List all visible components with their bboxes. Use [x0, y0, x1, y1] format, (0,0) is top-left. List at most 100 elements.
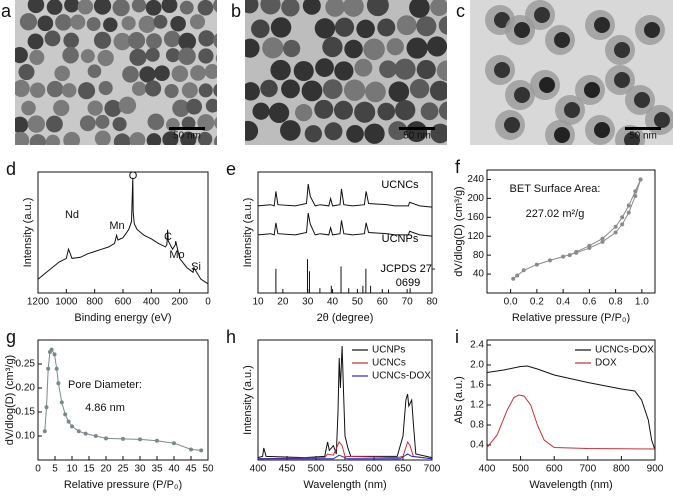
series-label-box: JCPDS 27-0699 [380, 263, 436, 289]
x-tick-label: 0.0 [504, 297, 518, 308]
particle [322, 79, 343, 99]
particle [356, 19, 375, 39]
x-tick-label: 40 [327, 297, 339, 308]
core [634, 92, 650, 108]
particle [104, 99, 122, 117]
marker [521, 268, 526, 273]
particle [302, 0, 321, 15]
series-line [486, 365, 656, 451]
particle [15, 46, 28, 64]
marker [574, 249, 579, 254]
particle [364, 123, 385, 144]
particle [213, 0, 217, 13]
core [514, 87, 530, 103]
series-line [257, 213, 433, 237]
particle [164, 83, 179, 99]
x-axis-label: Binding energy (eV) [74, 312, 171, 324]
x-tick-label: 70 [402, 297, 414, 308]
particle [334, 61, 354, 81]
marker [567, 253, 572, 258]
marker [44, 405, 49, 410]
particle [366, 0, 389, 17]
x-tick-label: 20 [100, 464, 112, 475]
particle [79, 115, 96, 132]
particle [354, 101, 376, 123]
marker [548, 258, 552, 263]
particle [343, 79, 366, 101]
series-label: JCPDS 27-0699 [380, 263, 436, 289]
x-tick-label: 500 [308, 464, 325, 475]
particle [260, 0, 281, 15]
marker [600, 236, 605, 241]
series-line [44, 348, 202, 451]
particle [222, 67, 239, 84]
particle [87, 64, 102, 79]
particle [214, 116, 217, 129]
x-tick-label: 400 [479, 464, 496, 475]
particles [15, 0, 239, 145]
y-axis-label: Abs (a.u.) [453, 376, 465, 424]
particle [97, 49, 114, 67]
particle [112, 0, 130, 17]
particle [334, 17, 355, 37]
annotation: Si [191, 261, 201, 273]
particle [70, 14, 86, 30]
panel-label: g [6, 327, 16, 347]
particle [93, 0, 112, 15]
x-tick-label: 800 [86, 297, 103, 308]
chart: i 400 500 600 700 800 900 0.4 0.8 1.2 1.6 2.0 2.4 Wav… [453, 327, 664, 491]
particle [315, 58, 334, 77]
particle [436, 60, 447, 81]
particle [354, 58, 373, 77]
particle [129, 132, 146, 145]
series-line [257, 440, 433, 460]
y-tick-label: 2.4 [470, 340, 484, 351]
y-tick-label: 80 [473, 250, 485, 261]
y-tick-label: 1.2 [470, 400, 484, 411]
x-tick-label: 50 [352, 297, 364, 308]
particle [29, 82, 46, 98]
legend-label: UCNCs [372, 358, 406, 369]
particle [198, 48, 214, 64]
core [654, 112, 670, 128]
core [614, 42, 630, 58]
core [554, 127, 570, 143]
x-tick-label: 0.2 [530, 297, 544, 308]
chart: f 0.0 0.2 0.4 0.6 0.8 1.0 40 80 120 160 200 240 Relat… [453, 157, 656, 324]
panel-label: e [226, 159, 236, 179]
particle [438, 101, 447, 120]
particle [163, 30, 181, 48]
marker [600, 239, 605, 244]
scale-bar-label: 50 nm [173, 131, 201, 142]
x-tick-label: 550 [337, 464, 354, 475]
particle [295, 104, 313, 122]
annotation: 4.86 nm [85, 402, 125, 414]
y-axis-label: dV/dlog(D) (cm³/g) [453, 186, 465, 276]
particle [280, 120, 301, 141]
particle [406, 121, 428, 143]
particle [145, 0, 162, 16]
marker [83, 431, 88, 436]
tem-image: 50 nm b [231, 0, 447, 145]
particle [395, 99, 416, 121]
x-axis-label: Wavelength (nm) [303, 479, 386, 491]
core [494, 62, 510, 78]
marker [511, 276, 516, 281]
plot-frame [37, 171, 209, 294]
x-tick-label: 35 [151, 464, 163, 475]
marker [561, 254, 566, 259]
particle [145, 80, 162, 97]
x-tick-label: 60 [377, 297, 389, 308]
particle [324, 122, 343, 141]
particle [128, 31, 146, 50]
x-tick-label: 40 [168, 464, 180, 475]
marker [52, 352, 57, 357]
x-tick-label: 1000 [55, 297, 78, 308]
legend-label: UCNCs-DOX [372, 371, 431, 382]
core [614, 72, 630, 88]
scale-bar [169, 127, 205, 130]
particle [113, 32, 131, 51]
y-tick-label: 160 [467, 212, 484, 223]
particle [430, 0, 447, 17]
scale-bar-label: 50 nm [403, 131, 431, 142]
